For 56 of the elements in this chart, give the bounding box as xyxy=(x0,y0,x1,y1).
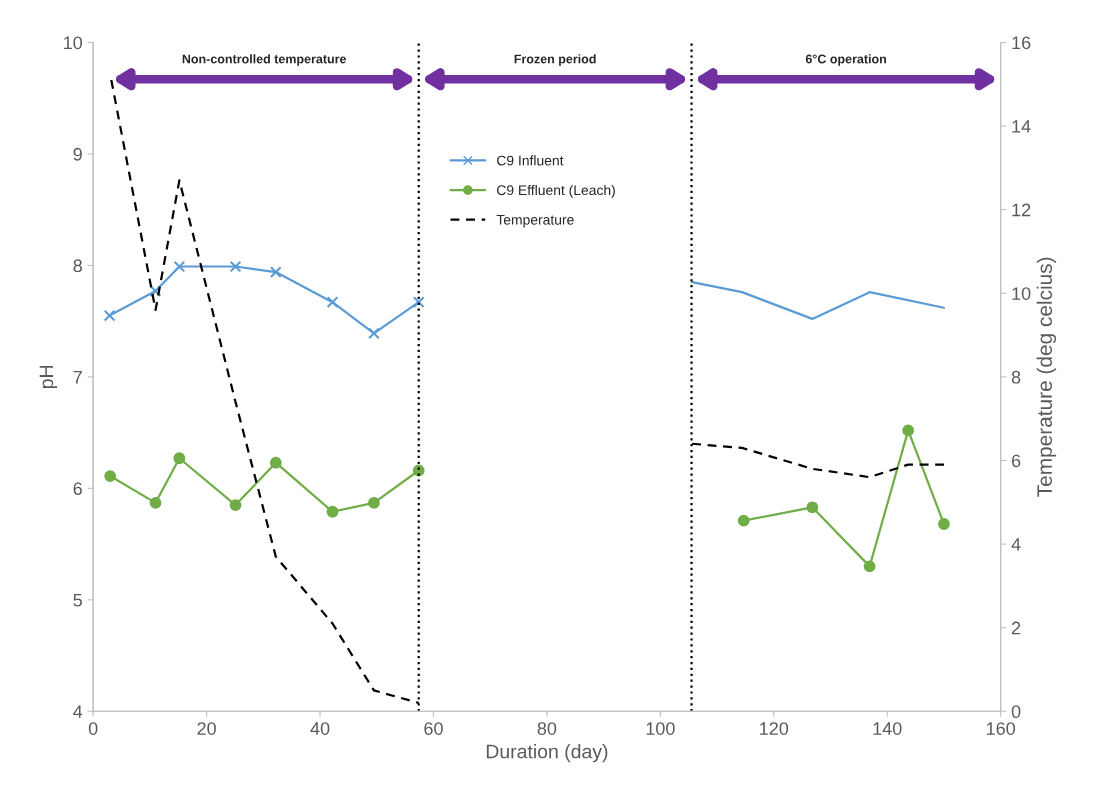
y-tick-label: 7 xyxy=(73,370,82,384)
y-axis-title: pH xyxy=(39,366,58,389)
y-tick-label: 10 xyxy=(64,36,83,50)
point xyxy=(269,266,282,278)
point xyxy=(902,424,915,437)
legend-label: C9 Influent xyxy=(497,155,564,166)
y-tick-label: 5 xyxy=(73,593,82,607)
y2-tick-label: 12 xyxy=(1012,203,1031,217)
legend-label: C9 Effluent (Leach) xyxy=(497,184,615,198)
x-tick-label: 160 xyxy=(986,722,1016,735)
line-series xyxy=(690,281,946,321)
y2-tick-label: 8 xyxy=(1011,370,1021,384)
x-tick-label: 120 xyxy=(760,722,789,735)
point xyxy=(326,296,339,309)
y2-tick-label: 14 xyxy=(1012,120,1031,133)
x-tick-label: 80 xyxy=(537,722,557,735)
point xyxy=(737,514,750,527)
x-tick-label: 60 xyxy=(424,722,443,735)
y2-tick-label: 4 xyxy=(1011,538,1021,551)
point xyxy=(938,518,950,530)
point xyxy=(863,560,876,573)
point xyxy=(103,309,116,322)
point xyxy=(412,296,425,309)
y2-tick-label: 2 xyxy=(1011,621,1021,635)
y-tick-label: 9 xyxy=(73,147,82,161)
annotation: 6°C operation xyxy=(805,54,887,66)
point xyxy=(269,456,282,469)
point xyxy=(806,501,819,514)
y-tick-label: 4 xyxy=(73,705,83,718)
point xyxy=(104,470,117,482)
point xyxy=(173,260,186,273)
y2-axis-title: Temperature (deg celcius) xyxy=(1036,257,1057,497)
point xyxy=(368,327,380,340)
legend-label: Temperature xyxy=(496,215,574,228)
x-tick-label: 20 xyxy=(197,722,216,735)
x-tick-label: 40 xyxy=(310,722,330,735)
point xyxy=(173,452,186,465)
y2-tick-label: 16 xyxy=(1012,36,1031,50)
y-tick-label: 8 xyxy=(73,259,82,273)
point xyxy=(229,260,242,273)
point xyxy=(326,505,339,518)
x-tick-label: 0 xyxy=(88,722,98,735)
point xyxy=(229,499,242,511)
point xyxy=(412,464,425,477)
x-tick-label: 100 xyxy=(646,722,675,735)
x-axis-title: Duration (day) xyxy=(486,744,608,763)
y2-tick-label: 6 xyxy=(1011,454,1021,468)
annotation: Non-controlled temperature xyxy=(182,54,347,66)
annotation: Frozen period xyxy=(514,54,596,66)
point xyxy=(149,496,162,509)
point xyxy=(149,285,162,297)
y2-tick-label: 0 xyxy=(1011,705,1021,719)
point xyxy=(368,496,380,509)
x-tick-label: 140 xyxy=(873,722,902,735)
y-tick-label: 6 xyxy=(73,482,82,496)
y2-tick-label: 10 xyxy=(1012,287,1031,300)
